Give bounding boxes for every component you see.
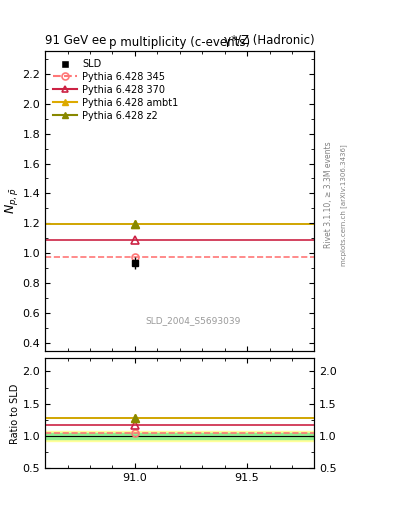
Y-axis label: Ratio to SLD: Ratio to SLD	[10, 383, 20, 443]
Text: SLD_2004_S5693039: SLD_2004_S5693039	[145, 316, 241, 325]
Text: Rivet 3.1.10, ≥ 3.3M events: Rivet 3.1.10, ≥ 3.3M events	[324, 141, 332, 248]
Legend: SLD, Pythia 6.428 345, Pythia 6.428 370, Pythia 6.428 ambt1, Pythia 6.428 z2: SLD, Pythia 6.428 345, Pythia 6.428 370,…	[50, 56, 181, 123]
Text: mcplots.cern.ch [arXiv:1306.3436]: mcplots.cern.ch [arXiv:1306.3436]	[340, 144, 347, 266]
Title: p multiplicity (c-events): p multiplicity (c-events)	[109, 36, 250, 49]
Bar	[45, 433, 314, 439]
Bar	[45, 431, 314, 441]
Y-axis label: $N_{p,\bar{p}}$: $N_{p,\bar{p}}$	[3, 188, 20, 214]
Text: 91 GeV ee: 91 GeV ee	[45, 34, 107, 47]
Text: γ*/Z (Hadronic): γ*/Z (Hadronic)	[224, 34, 314, 47]
